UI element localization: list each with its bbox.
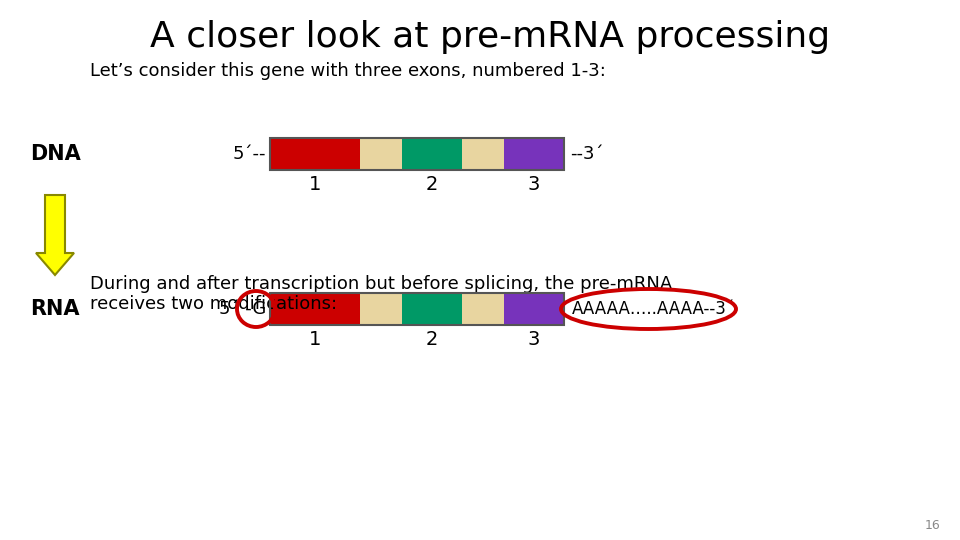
Bar: [270, 293, 564, 325]
Bar: [270, 138, 360, 170]
Bar: [462, 293, 504, 325]
Bar: [402, 293, 462, 325]
Text: A closer look at pre-mRNA processing: A closer look at pre-mRNA processing: [150, 20, 830, 54]
Bar: [270, 293, 360, 325]
Text: 2: 2: [426, 330, 438, 349]
Text: 3: 3: [528, 175, 540, 194]
Text: 16: 16: [924, 519, 940, 532]
Text: 2: 2: [426, 175, 438, 194]
Text: RNA: RNA: [30, 299, 80, 319]
Bar: [504, 293, 564, 325]
Bar: [402, 138, 462, 170]
Text: During and after transcription but before splicing, the pre-mRNA: During and after transcription but befor…: [90, 275, 672, 293]
Bar: [270, 138, 564, 170]
Bar: [360, 138, 402, 170]
Text: Let’s consider this gene with three exons, numbered 1-3:: Let’s consider this gene with three exon…: [90, 62, 606, 80]
Text: 1: 1: [309, 330, 322, 349]
Text: --3´: --3´: [570, 145, 604, 163]
Text: 1: 1: [309, 175, 322, 194]
Text: receives two modifications:: receives two modifications:: [90, 295, 337, 313]
Bar: [504, 138, 564, 170]
Bar: [360, 293, 402, 325]
Text: 5´ -G: 5´ -G: [219, 300, 266, 318]
Text: 3: 3: [528, 330, 540, 349]
FancyArrow shape: [36, 195, 74, 275]
Text: 5´--: 5´--: [232, 145, 266, 163]
Text: DNA: DNA: [30, 144, 81, 164]
Bar: [462, 138, 504, 170]
Text: AAAAA…..AAAA--3´: AAAAA…..AAAA--3´: [572, 300, 735, 318]
